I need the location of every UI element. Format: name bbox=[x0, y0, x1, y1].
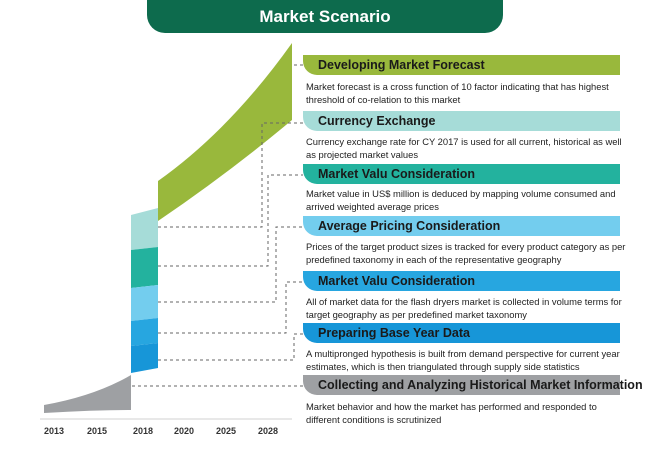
year-label: 2028 bbox=[257, 426, 279, 436]
step-header-historical: Collecting and Analyzing Historical Mark… bbox=[303, 375, 643, 395]
connector-base-year bbox=[158, 333, 303, 361]
step-title: Average Pricing Consideration bbox=[318, 219, 501, 233]
year-label: 2015 bbox=[86, 426, 108, 436]
stack-block-pricing bbox=[131, 285, 158, 321]
stack-block-market-value bbox=[131, 247, 158, 288]
year-label: 2025 bbox=[215, 426, 237, 436]
stack-block-currency bbox=[131, 208, 158, 250]
step-title: Developing Market Forecast bbox=[318, 58, 485, 72]
connector-lines bbox=[132, 64, 303, 387]
step-header-volume: Market Valu Consideration bbox=[303, 271, 620, 291]
step-header-forecast: Developing Market Forecast bbox=[303, 55, 620, 75]
step-description: Market behavior and how the market has p… bbox=[306, 401, 597, 425]
step-description: Market forecast is a cross function of 1… bbox=[306, 81, 609, 105]
base-year-stack bbox=[131, 208, 158, 373]
connector-market-value bbox=[158, 174, 303, 267]
connector-currency bbox=[158, 122, 303, 228]
step-description: Prices of the target product sizes is tr… bbox=[306, 241, 626, 265]
step-description: Market value in US$ million is deduced b… bbox=[306, 188, 616, 212]
year-label: 2013 bbox=[43, 426, 65, 436]
stack-block-volume bbox=[131, 318, 158, 346]
historical-segment bbox=[44, 375, 131, 413]
title-banner: Market Scenario bbox=[147, 0, 503, 33]
step-description: A multipronged hypothesis is built from … bbox=[306, 348, 620, 372]
step-title: Currency Exchange bbox=[318, 114, 436, 128]
step-title: Collecting and Analyzing Historical Mark… bbox=[318, 378, 643, 392]
step-header-market-value: Market Valu Consideration bbox=[303, 164, 620, 184]
forecast-segment bbox=[158, 43, 292, 221]
step-title: Market Valu Consideration bbox=[318, 274, 475, 288]
step-title: Preparing Base Year Data bbox=[318, 326, 470, 340]
step-description: Currency exchange rate for CY 2017 is us… bbox=[306, 136, 622, 160]
step-header-pricing: Average Pricing Consideration bbox=[303, 216, 620, 236]
connector-pricing bbox=[158, 226, 303, 303]
step-title: Market Valu Consideration bbox=[318, 167, 475, 181]
year-label: 2018 bbox=[132, 426, 154, 436]
step-header-base-year: Preparing Base Year Data bbox=[303, 323, 620, 343]
year-label: 2020 bbox=[173, 426, 195, 436]
connector-volume bbox=[158, 281, 303, 334]
stack-block-base-year bbox=[131, 343, 158, 373]
step-header-currency: Currency Exchange bbox=[303, 111, 620, 131]
step-description: All of market data for the flash dryers … bbox=[306, 296, 622, 320]
page-title: Market Scenario bbox=[259, 6, 391, 26]
